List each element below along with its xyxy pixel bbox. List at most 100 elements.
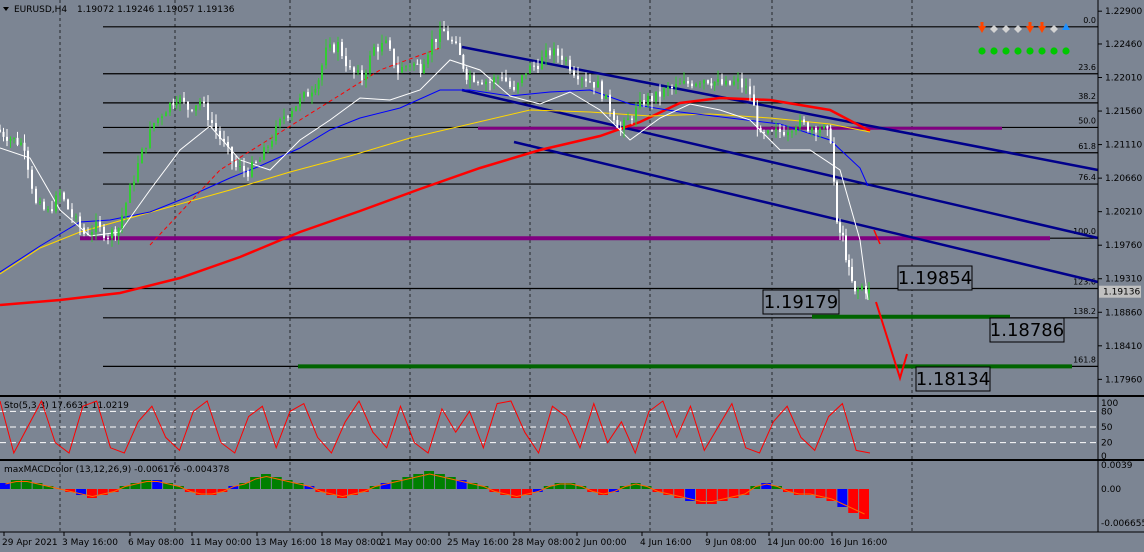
candle-body xyxy=(287,116,289,118)
channel-line[interactable] xyxy=(461,88,1099,240)
level-label-box[interactable] xyxy=(989,317,1065,343)
macd-bar xyxy=(43,486,54,489)
macd-bar xyxy=(837,489,848,507)
candle-body xyxy=(203,101,205,104)
candle-body xyxy=(729,80,731,85)
macd-bar xyxy=(10,480,21,489)
candle-body xyxy=(227,141,229,147)
ohlc-readout: 1.19072 1.19246 1.19057 1.19136 xyxy=(77,5,235,15)
macd-bar xyxy=(772,486,782,489)
candle-body xyxy=(451,39,453,42)
candle-body xyxy=(691,83,693,87)
macd-bar xyxy=(435,474,445,489)
stoch-tick-label: 80 xyxy=(1101,407,1113,417)
projection-arrow[interactable] xyxy=(873,229,908,382)
candle-body xyxy=(481,82,483,85)
status-dot-icon xyxy=(1014,47,1022,55)
time-tick-label: 4 Jun 16:00 xyxy=(640,538,692,548)
candle-body xyxy=(651,95,653,102)
candle-body xyxy=(529,65,531,74)
candle-body xyxy=(623,120,625,130)
candle-body xyxy=(549,50,551,56)
level-label-box[interactable] xyxy=(915,366,991,392)
candle-body xyxy=(349,66,351,68)
candle-body xyxy=(833,143,835,182)
candle-body xyxy=(613,111,615,121)
candle-body xyxy=(427,54,429,65)
candle-body xyxy=(16,137,19,145)
candle-body xyxy=(195,105,197,111)
candle-body xyxy=(725,80,727,85)
macd-bar xyxy=(184,489,195,492)
candle-body xyxy=(107,237,109,239)
macd-bar xyxy=(402,477,413,489)
candle-body xyxy=(385,40,387,43)
time-tick-label: 11 May 00:00 xyxy=(190,538,252,548)
time-tick-label: 28 May 08:00 xyxy=(512,538,574,548)
candle-body xyxy=(413,63,415,66)
candle-body xyxy=(275,125,277,142)
candle-body xyxy=(733,81,735,85)
level-label-box[interactable] xyxy=(897,265,973,291)
macd-bar xyxy=(391,480,402,489)
header: EURUSD,H4 1.19072 1.19246 1.19057 1.1913… xyxy=(3,5,235,15)
macd-bar xyxy=(576,486,587,489)
candle-body xyxy=(133,181,135,186)
level-label-text: 1.18786 xyxy=(990,320,1064,341)
macd-bar xyxy=(543,486,554,489)
candle-body xyxy=(129,185,131,203)
candle-body xyxy=(447,31,449,40)
candle-body xyxy=(848,260,850,267)
ma-gold-line xyxy=(0,109,871,275)
candle-body xyxy=(569,59,571,71)
macd-bar xyxy=(456,480,467,489)
candle-body xyxy=(13,137,15,139)
macd-bar xyxy=(217,489,228,492)
candle-body xyxy=(117,228,120,236)
candle-body xyxy=(489,81,491,83)
level-label-box[interactable] xyxy=(762,289,840,315)
candle-body xyxy=(557,48,559,56)
macd-bar xyxy=(826,489,837,501)
macd-bar xyxy=(761,483,772,489)
macd-bar xyxy=(174,486,184,489)
candle-body xyxy=(513,86,515,90)
macd-bar xyxy=(728,489,739,498)
price-tick-label: 1.20210 xyxy=(1105,208,1142,218)
candle-body xyxy=(545,50,547,58)
candle-body xyxy=(509,81,511,87)
candle-body xyxy=(842,232,844,236)
collapse-triangle-icon[interactable] xyxy=(3,7,9,11)
candle-body xyxy=(6,136,8,141)
candle-body xyxy=(627,118,629,121)
macd-bar xyxy=(282,480,293,489)
channel-line[interactable] xyxy=(461,45,1099,172)
candle-body xyxy=(111,229,113,239)
candle-body xyxy=(377,47,379,52)
candle-body xyxy=(435,38,437,42)
candle-body xyxy=(631,118,633,120)
candle-body xyxy=(703,80,705,84)
candle-body xyxy=(639,99,641,108)
macd-bar xyxy=(119,486,130,489)
macd-bar xyxy=(467,483,478,489)
channel-line[interactable] xyxy=(513,140,1099,284)
trend-channel[interactable] xyxy=(461,45,1099,284)
support-zones[interactable] xyxy=(80,126,1072,369)
macd-bar xyxy=(141,480,152,489)
candle-body xyxy=(397,65,399,73)
projection-path[interactable] xyxy=(875,301,908,382)
projection-tick xyxy=(873,229,881,245)
level-label-text: 1.19854 xyxy=(898,268,972,289)
candle-body xyxy=(87,233,89,235)
candle-body xyxy=(219,130,221,139)
sell-arrow-icon xyxy=(978,22,986,33)
level-labels[interactable]: 1.19854 1.19179 1.18786 1.18134 xyxy=(762,265,1065,392)
time-tick-label: 2 Jun 00:00 xyxy=(575,538,627,548)
macd-bar xyxy=(358,489,369,492)
candle-body xyxy=(851,266,853,282)
candle-body xyxy=(353,67,355,73)
time-tick-label: 14 Jun 00:00 xyxy=(767,538,824,548)
candle-body xyxy=(695,83,697,87)
